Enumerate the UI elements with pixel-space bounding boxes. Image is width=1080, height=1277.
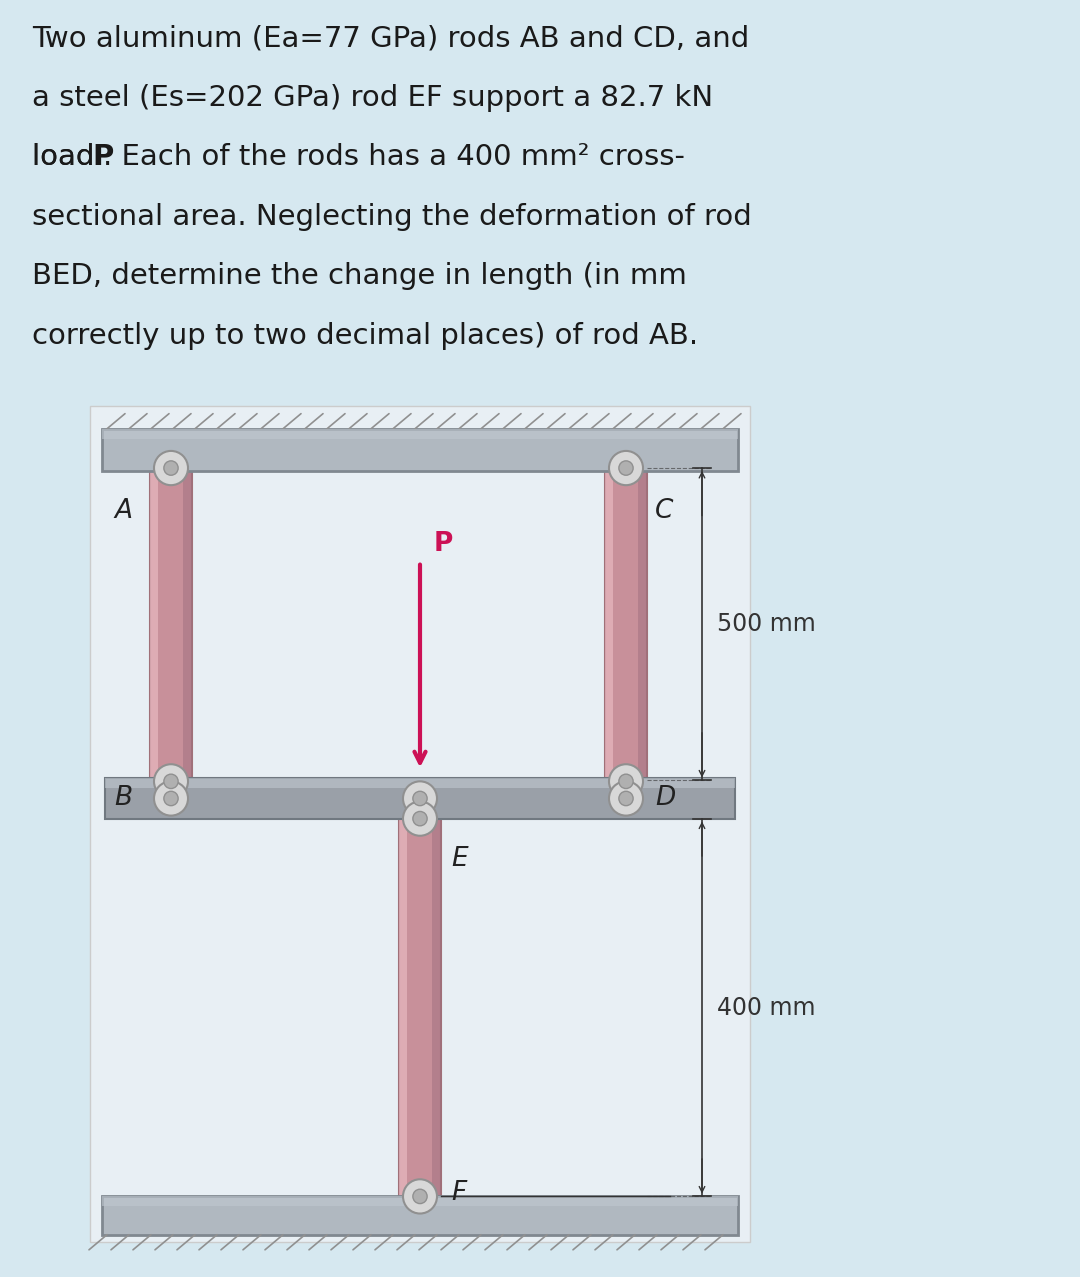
- Text: load P: load P: [32, 143, 122, 171]
- Bar: [432, 819, 441, 1197]
- Circle shape: [413, 811, 428, 826]
- Text: a steel (Es=202 GPa) rod EF support a 82.7 kN: a steel (Es=202 GPa) rod EF support a 82…: [32, 83, 714, 111]
- Bar: [102, 1197, 738, 1205]
- Circle shape: [403, 802, 437, 835]
- Text: D: D: [654, 785, 675, 811]
- Bar: [150, 466, 158, 783]
- Circle shape: [154, 764, 188, 798]
- Text: P: P: [93, 143, 114, 171]
- Circle shape: [413, 792, 428, 806]
- Text: A: A: [114, 498, 132, 525]
- Text: sectional area. Neglecting the deformation of rod: sectional area. Neglecting the deformati…: [32, 203, 752, 231]
- Text: Two aluminum (Ea=77 GPa) rods AB and CD, and: Two aluminum (Ea=77 GPa) rods AB and CD,…: [32, 24, 750, 52]
- Text: correctly up to two decimal places) of rod AB.: correctly up to two decimal places) of r…: [32, 322, 699, 350]
- Bar: [102, 429, 738, 471]
- Text: 400 mm: 400 mm: [717, 996, 815, 1019]
- Text: B: B: [113, 785, 132, 811]
- Circle shape: [154, 451, 188, 485]
- Text: F: F: [451, 1180, 467, 1207]
- Circle shape: [164, 792, 178, 806]
- Bar: [102, 1197, 738, 1235]
- Bar: [399, 819, 441, 1197]
- Circle shape: [164, 461, 178, 475]
- Text: load: load: [32, 143, 104, 171]
- Text: BED, determine the change in length (in mm: BED, determine the change in length (in …: [32, 262, 687, 290]
- Bar: [605, 466, 647, 783]
- Circle shape: [403, 782, 437, 816]
- Bar: [105, 779, 735, 819]
- Text: C: C: [654, 498, 673, 525]
- Bar: [638, 466, 647, 783]
- Bar: [90, 406, 750, 1241]
- Text: P: P: [434, 531, 454, 557]
- Bar: [399, 819, 406, 1197]
- Text: load P. Each of the rods has a 400 mm² cross-: load P. Each of the rods has a 400 mm² c…: [32, 143, 699, 171]
- Bar: [605, 466, 612, 783]
- Circle shape: [403, 1179, 437, 1213]
- Bar: [183, 466, 192, 783]
- Circle shape: [154, 782, 188, 816]
- Text: . Each of the rods has a 400 mm² cross-: . Each of the rods has a 400 mm² cross-: [103, 143, 685, 171]
- Bar: [150, 466, 192, 783]
- Circle shape: [619, 461, 633, 475]
- Circle shape: [619, 792, 633, 806]
- Circle shape: [164, 774, 178, 788]
- Circle shape: [609, 782, 643, 816]
- Circle shape: [609, 451, 643, 485]
- Bar: [102, 429, 738, 439]
- Text: load: load: [32, 143, 104, 171]
- Bar: [105, 779, 735, 788]
- Circle shape: [413, 1189, 428, 1204]
- Circle shape: [619, 774, 633, 788]
- Text: E: E: [451, 845, 468, 872]
- Circle shape: [609, 764, 643, 798]
- Text: 500 mm: 500 mm: [717, 612, 815, 636]
